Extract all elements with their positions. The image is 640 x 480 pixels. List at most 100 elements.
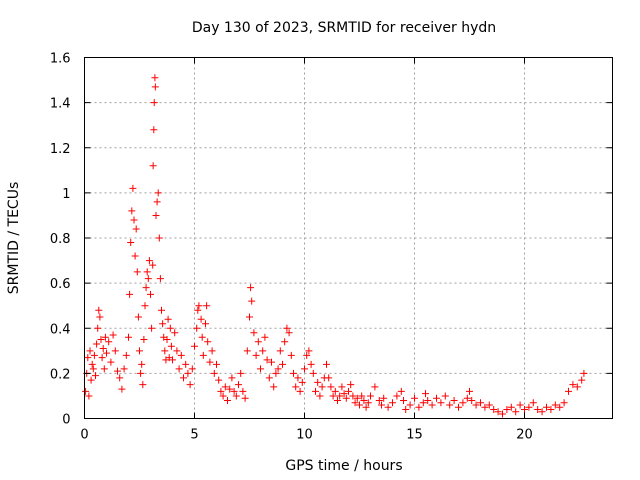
data-point	[538, 408, 546, 416]
data-point	[169, 356, 176, 364]
data-point	[194, 306, 202, 314]
data-point	[226, 385, 234, 393]
data-point	[336, 392, 344, 400]
data-point	[154, 189, 162, 197]
x-tick-label: 5	[190, 428, 198, 443]
data-point	[132, 225, 140, 233]
data-point	[248, 297, 256, 305]
data-point	[159, 320, 167, 328]
data-point	[309, 369, 317, 377]
data-point	[272, 369, 280, 377]
data-point	[239, 387, 247, 395]
data-point	[167, 342, 175, 350]
data-point	[230, 387, 238, 395]
data-point	[347, 381, 355, 389]
data-point	[547, 405, 555, 413]
data-point	[529, 399, 537, 407]
data-point	[512, 408, 520, 416]
data-point	[389, 399, 396, 407]
data-point	[516, 401, 524, 409]
data-point	[107, 358, 115, 366]
data-point	[163, 336, 171, 344]
data-point	[316, 392, 324, 400]
data-point	[342, 394, 350, 402]
y-tick-label: 1	[62, 187, 70, 202]
data-point	[88, 360, 96, 368]
data-point	[349, 392, 357, 400]
x-axis-label: GPS time / hours	[285, 458, 402, 474]
data-point	[235, 381, 242, 389]
data-point	[145, 257, 153, 265]
y-axis-label: SRMTID / TECUs	[6, 182, 22, 295]
data-point	[141, 302, 149, 310]
data-point	[578, 376, 586, 384]
data-point	[362, 403, 370, 411]
data-point	[87, 376, 95, 384]
data-point	[340, 390, 348, 398]
data-point	[206, 358, 214, 366]
y-tick-label: 0.2	[50, 367, 71, 382]
data-point	[118, 385, 126, 393]
data-point	[241, 394, 249, 402]
data-point	[560, 399, 568, 407]
data-point	[198, 333, 206, 341]
data-point	[217, 387, 225, 395]
data-point	[259, 347, 267, 355]
data-point	[134, 313, 142, 321]
data-point	[105, 338, 113, 346]
data-point	[85, 392, 93, 400]
scatter-points	[82, 74, 588, 418]
data-point	[314, 378, 322, 386]
data-point	[285, 329, 293, 337]
data-point	[274, 365, 282, 373]
data-point	[96, 313, 104, 321]
data-point	[312, 387, 319, 395]
data-point	[279, 360, 286, 368]
data-point	[127, 239, 135, 247]
y-tick-label: 0.6	[50, 277, 71, 292]
data-point	[243, 347, 251, 355]
data-point	[92, 372, 99, 380]
data-point	[82, 387, 90, 395]
data-point	[468, 396, 476, 404]
data-point	[360, 396, 368, 404]
data-point	[494, 408, 502, 416]
y-tick-label: 1.6	[50, 52, 71, 67]
data-point	[195, 302, 203, 310]
data-point	[213, 360, 220, 368]
data-point	[270, 383, 278, 391]
data-point	[305, 347, 313, 355]
data-point	[204, 338, 212, 346]
data-point	[521, 405, 528, 413]
data-point	[261, 333, 269, 341]
data-point	[499, 410, 506, 418]
data-point	[158, 306, 165, 314]
data-point	[254, 338, 262, 346]
y-tick-label: 0.8	[50, 232, 71, 247]
data-point	[424, 396, 432, 404]
data-point	[525, 403, 533, 411]
data-point	[166, 324, 174, 332]
data-point	[137, 369, 145, 377]
data-point	[221, 383, 229, 391]
data-point	[556, 403, 564, 411]
data-point	[155, 234, 163, 242]
data-point	[215, 376, 223, 384]
data-point	[175, 365, 183, 373]
data-point	[142, 284, 150, 292]
data-point	[472, 401, 480, 409]
data-point	[164, 315, 172, 323]
data-point	[98, 354, 106, 362]
data-point	[411, 394, 418, 402]
data-point	[371, 383, 379, 391]
data-point	[94, 324, 102, 332]
data-point	[303, 351, 311, 359]
data-point	[375, 396, 383, 404]
data-point	[318, 383, 326, 391]
data-point	[384, 403, 392, 411]
data-point	[125, 333, 132, 341]
data-point	[210, 369, 218, 377]
data-point	[334, 396, 341, 404]
data-point	[208, 347, 216, 355]
data-point	[133, 268, 141, 276]
